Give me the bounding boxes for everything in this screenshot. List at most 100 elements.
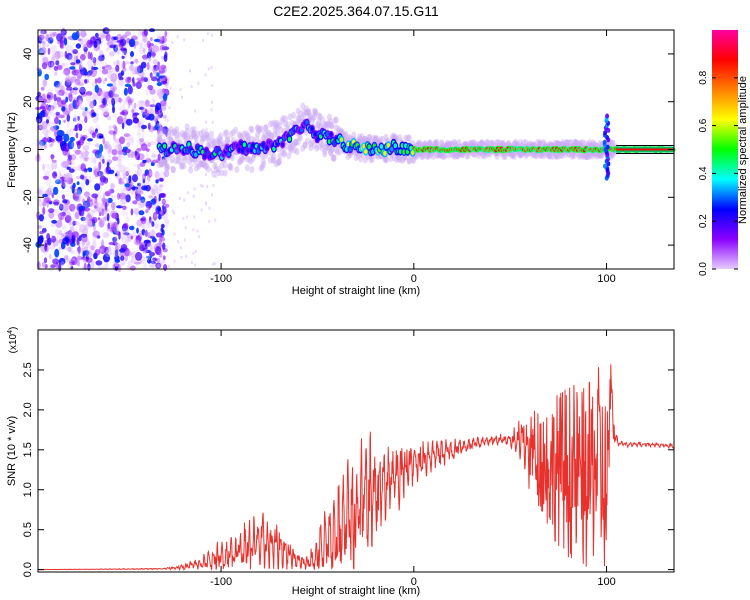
spectrogram-noise-cell — [61, 27, 66, 35]
spectrogram-noise-cell — [63, 255, 69, 261]
spectrogram-noise-cell — [137, 178, 141, 185]
spectrogram-cell — [287, 136, 292, 142]
spectrogram-cell — [325, 120, 331, 128]
spectrogram-noise-cell — [44, 196, 51, 203]
spectrogram-cell — [434, 138, 440, 146]
spectrogram-noise-cell — [159, 260, 166, 264]
spectrogram-noise-cell — [98, 47, 101, 52]
spectrogram-noise-cell — [140, 143, 148, 151]
spectrogram-noise-cell — [90, 155, 98, 164]
spectrogram-noise-cell — [84, 157, 88, 161]
spectrogram-noise-cell — [158, 237, 163, 244]
spectrogram-noise-cell — [159, 100, 167, 107]
spectrogram-noise-cell — [121, 55, 125, 60]
spectrogram-noise-cell — [134, 66, 137, 75]
spectrogram-cell — [311, 107, 317, 115]
spectrogram-cell — [168, 125, 174, 133]
snr-y-tick-label: 1.5 — [22, 442, 34, 457]
spectrogram-cell — [250, 155, 256, 163]
spectrogram-noise-cell — [124, 31, 132, 36]
spectrogram-cell — [358, 136, 364, 143]
spectrogram-noise-cell — [117, 150, 126, 155]
spectrogram-cell — [343, 130, 349, 138]
spectrogram-noise-cell — [190, 261, 193, 265]
spectrogram-noise-cell — [162, 255, 166, 261]
spectrogram-noise-cell — [148, 56, 152, 62]
spectrogram-cell — [528, 140, 534, 148]
spectrogram-noise-cell — [49, 108, 54, 117]
spectrogram-noise-cell — [150, 262, 155, 269]
spectrogram-cell — [478, 140, 484, 148]
spectrogram-noise-cell — [60, 28, 67, 36]
spectrogram-noise-cell — [57, 212, 65, 221]
spectrogram-noise-cell — [152, 59, 158, 65]
spectrogram-noise-cell — [102, 192, 106, 202]
spectrogram-cell — [537, 139, 543, 147]
spectrogram-cell — [289, 143, 295, 151]
spectrogram-noise-cell — [61, 176, 64, 186]
spectrogram-noise-cell — [80, 54, 86, 61]
spectrogram-noise-cell — [168, 77, 170, 81]
spectrogram-cell — [247, 156, 253, 164]
spectrogram-cell — [241, 130, 247, 138]
spectrogram-cell — [569, 151, 575, 159]
spectrogram-cell — [249, 135, 255, 143]
spectrogram-cell — [215, 169, 221, 177]
spectrogram-cell — [533, 152, 539, 160]
spectrogram-noise-cell — [61, 194, 66, 200]
spectrogram-cell — [583, 153, 589, 160]
spectrogram-noise-cell — [97, 56, 104, 62]
spectrogram-cell — [265, 129, 271, 137]
spectrogram-cell — [427, 139, 433, 147]
spectrogram-noise-cell — [140, 196, 146, 204]
spectrogram-noise-cell — [138, 79, 144, 83]
spectrogram-noise-cell — [85, 91, 93, 96]
spectrogram-noise-cell — [156, 78, 161, 83]
spectrogram-noise-cell — [133, 234, 137, 239]
spectrogram-noise-cell — [74, 212, 80, 219]
spectrogram-cell — [287, 145, 293, 153]
spectrogram-noise-cell — [77, 241, 81, 247]
spectrogram-noise-cell — [163, 218, 170, 224]
spectrogram-cell — [298, 134, 303, 142]
spectrogram-cell — [394, 156, 399, 163]
spectrogram-noise-cell — [143, 263, 148, 270]
spectrogram-cell — [472, 151, 478, 158]
spectrogram-noise-cell — [81, 239, 86, 247]
spectrogram-noise-cell — [118, 115, 123, 119]
spectrogram-noise-cell — [75, 220, 80, 225]
spectrogram-noise-cell — [121, 152, 126, 159]
spectrogram-noise-cell — [95, 207, 103, 212]
spectrogram-cell — [316, 112, 322, 120]
spectrogram-noise-cell — [56, 231, 63, 241]
spectrogram-noise-cell — [123, 87, 128, 96]
spectrogram-noise-cell — [153, 46, 160, 54]
spectrogram-noise-cell — [150, 229, 155, 237]
spectrogram-noise-cell — [120, 187, 126, 197]
spectrogram-cell — [603, 130, 608, 136]
spectrogram-noise-cell — [104, 202, 108, 211]
spectrogram-noise-cell — [151, 152, 156, 159]
spectrogram-noise-cell — [120, 244, 128, 251]
spectrogram-noise-cell — [157, 110, 164, 118]
spectrogram-noise-cell — [112, 213, 117, 219]
spectrogram-cell — [322, 147, 328, 155]
spectrogram-noise-cell — [139, 242, 143, 247]
spectrogram-noise-cell — [62, 110, 71, 116]
spectrogram-noise-cell — [121, 210, 129, 217]
spectrogram-cell — [434, 151, 440, 159]
spectrogram-noise-cell — [151, 261, 156, 265]
spectrogram-noise-cell — [36, 112, 45, 117]
spectrogram-cell — [300, 102, 306, 110]
spectrogram-noise-cell — [151, 98, 155, 103]
spectrogram-noise-cell — [99, 98, 103, 106]
spectrogram-noise-cell — [42, 127, 49, 136]
spectrogram-cell — [300, 144, 306, 152]
spectrogram-cell — [288, 146, 294, 154]
spectrogram-noise-cell — [116, 153, 122, 162]
spectrogram-noise-cell — [61, 70, 69, 76]
spectrogram-noise-cell — [77, 116, 80, 121]
spectrogram-noise-cell — [171, 154, 174, 158]
spectrogram-noise-cell — [42, 44, 46, 53]
spectrogram-noise-cell — [99, 50, 104, 57]
